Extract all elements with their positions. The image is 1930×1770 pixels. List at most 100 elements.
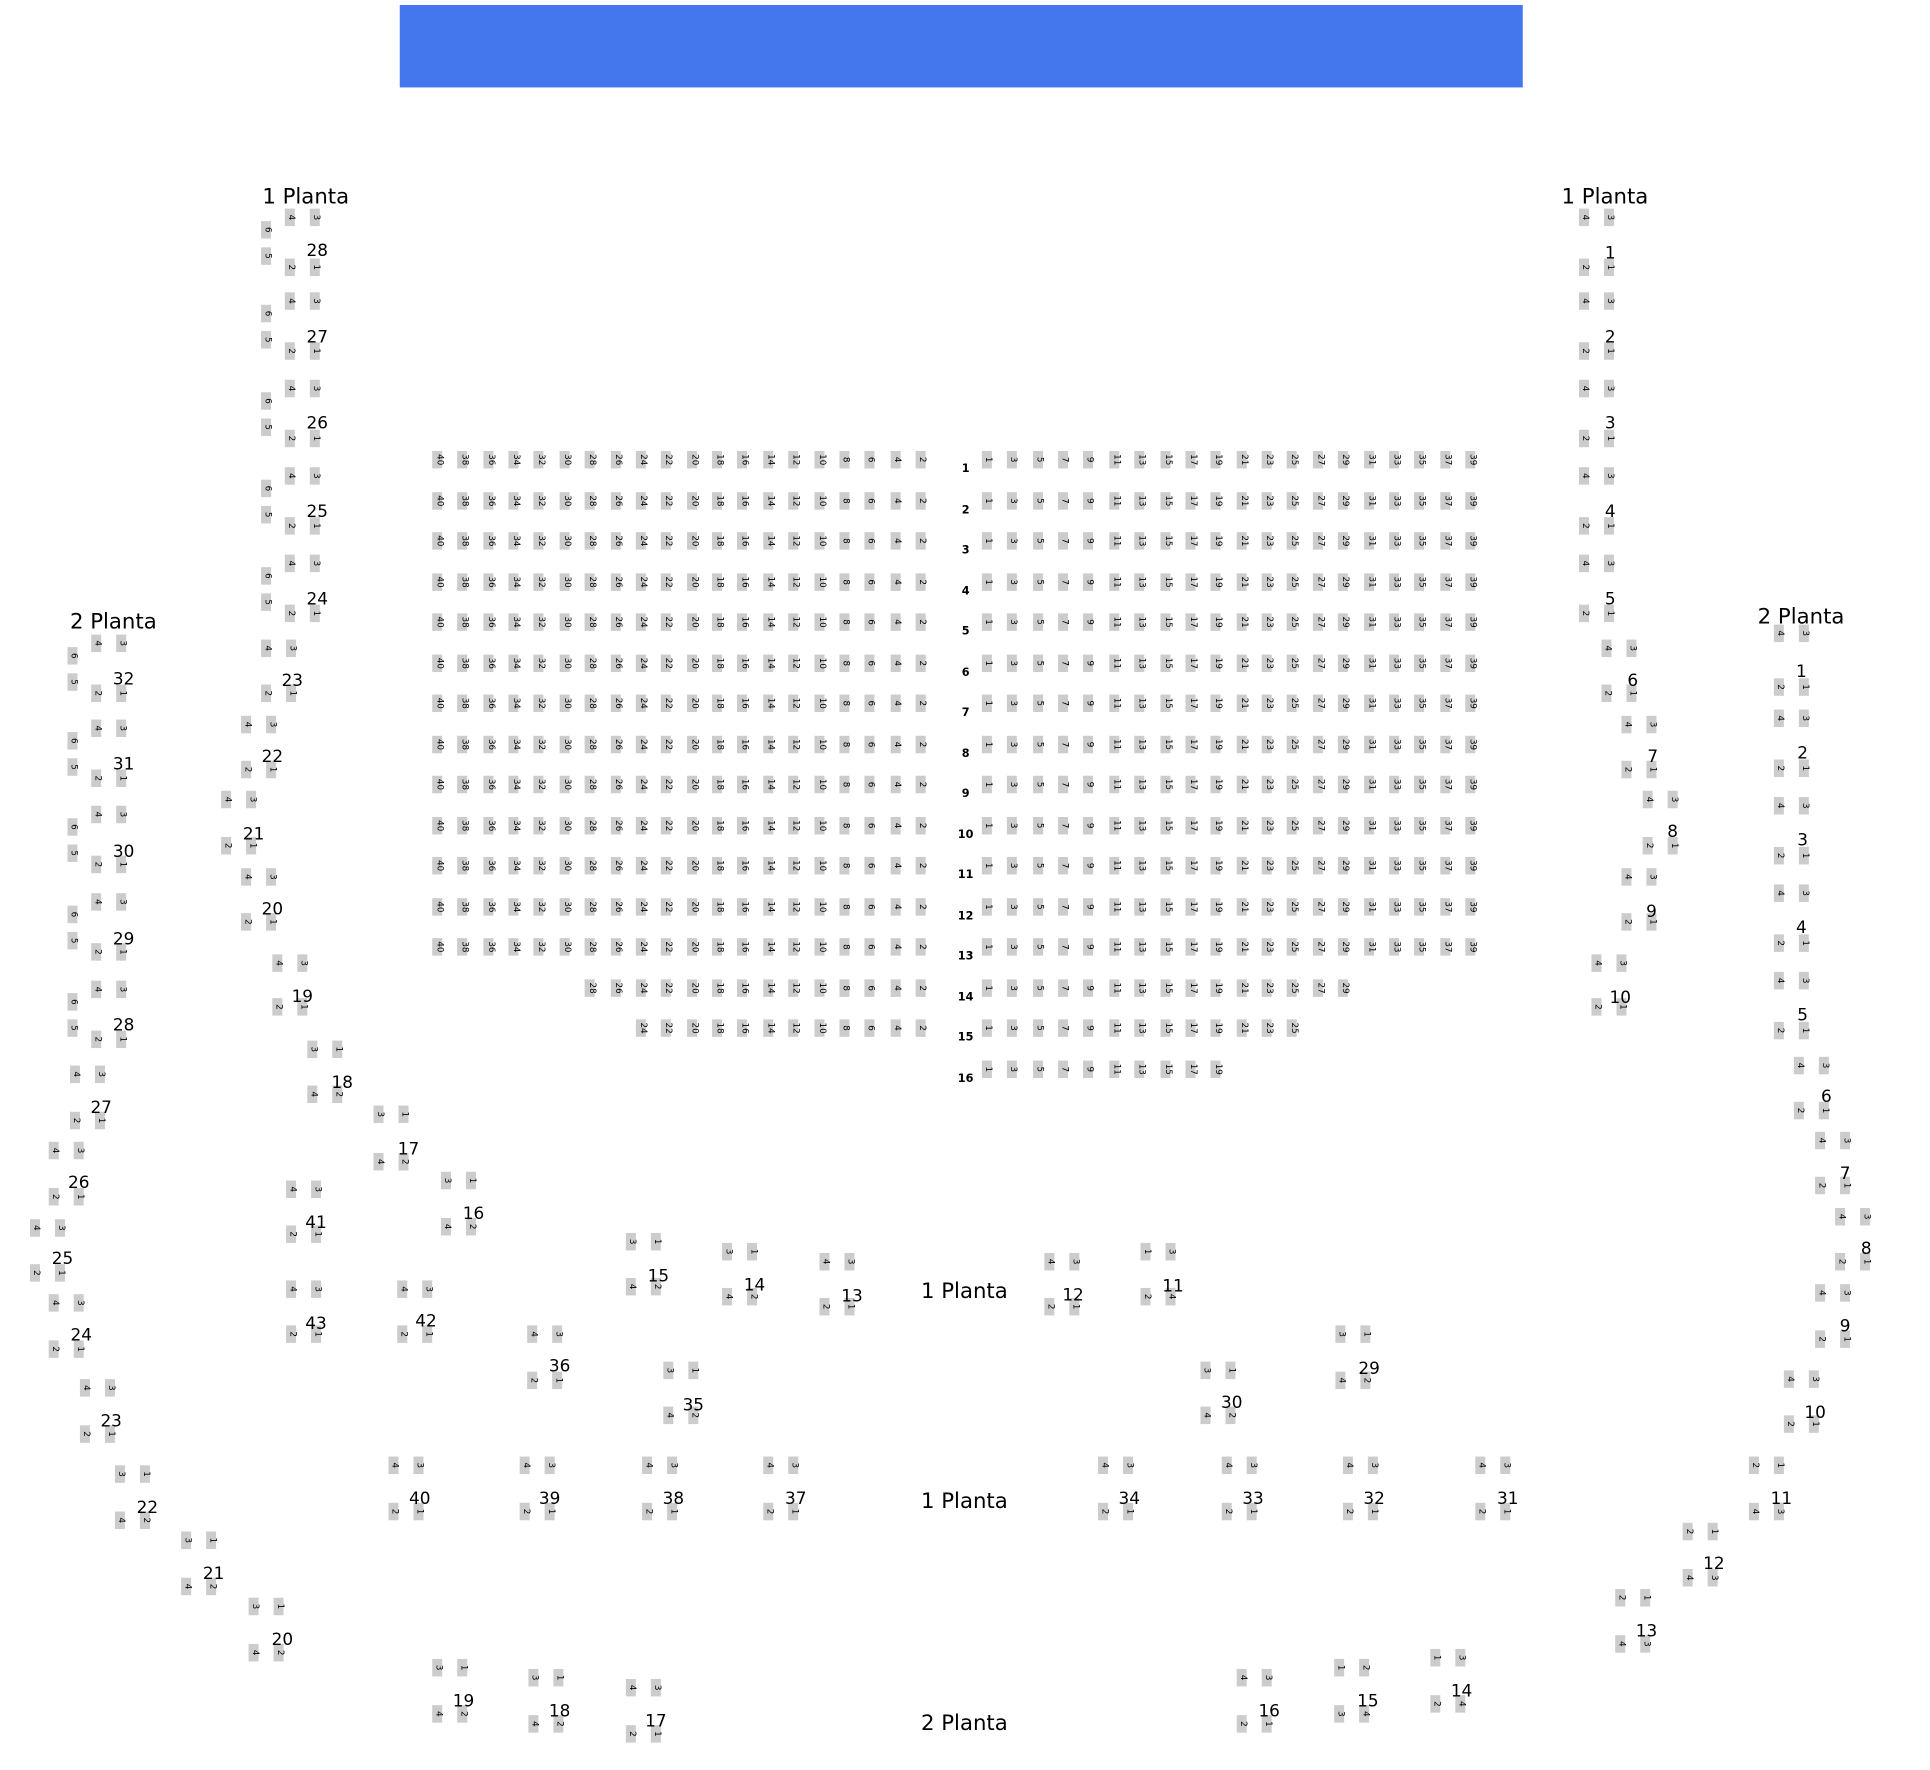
- seat[interactable]: 34: [508, 572, 521, 591]
- seat[interactable]: 13: [1134, 897, 1147, 916]
- seat[interactable]: 26: [610, 572, 623, 591]
- seat[interactable]: 8: [839, 938, 851, 956]
- seat[interactable]: 15: [1159, 572, 1173, 591]
- seat[interactable]: 1: [688, 1361, 700, 1380]
- seat[interactable]: 3: [309, 379, 322, 398]
- seat[interactable]: 4: [890, 978, 902, 997]
- seat[interactable]: 3: [73, 1141, 85, 1160]
- seat[interactable]: 5: [261, 593, 273, 611]
- seat[interactable]: 21: [1236, 491, 1249, 510]
- seat[interactable]: 21: [1236, 897, 1249, 916]
- seat[interactable]: 4: [1578, 208, 1591, 227]
- seat[interactable]: 15: [1159, 613, 1173, 631]
- seat[interactable]: 4: [890, 856, 902, 875]
- seat[interactable]: 3: [1069, 1252, 1081, 1271]
- seat[interactable]: 2: [1578, 342, 1591, 360]
- seat[interactable]: 2: [553, 1715, 565, 1733]
- seat[interactable]: 3: [1798, 971, 1811, 990]
- seat[interactable]: 3: [1455, 1648, 1467, 1667]
- seat[interactable]: 40: [432, 653, 445, 672]
- seat[interactable]: 2: [272, 998, 284, 1016]
- seat[interactable]: 18: [712, 1019, 725, 1037]
- seat[interactable]: 23: [1261, 856, 1275, 875]
- seat[interactable]: 4: [307, 1085, 319, 1104]
- seat[interactable]: 3: [1840, 1131, 1852, 1150]
- seat[interactable]: 1: [553, 1668, 565, 1687]
- seat[interactable]: 23: [1261, 572, 1275, 591]
- seat[interactable]: 13: [1134, 856, 1147, 875]
- seat[interactable]: 33: [1388, 897, 1402, 916]
- seat[interactable]: 9: [1083, 897, 1095, 916]
- seat[interactable]: 17: [1185, 978, 1198, 997]
- seat[interactable]: 4: [284, 208, 297, 227]
- seat[interactable]: 28: [584, 856, 598, 875]
- seat[interactable]: 2: [284, 604, 297, 623]
- seat[interactable]: 2: [1578, 258, 1591, 277]
- seat[interactable]: 15: [1159, 1059, 1173, 1078]
- seat[interactable]: 3: [1123, 1456, 1135, 1475]
- seat[interactable]: 21: [1236, 532, 1249, 550]
- seat[interactable]: 13: [1134, 572, 1147, 591]
- seat[interactable]: 3: [1007, 897, 1019, 916]
- seat[interactable]: 34: [508, 613, 521, 631]
- seat[interactable]: 3: [1007, 491, 1019, 510]
- seat[interactable]: 13: [1134, 491, 1147, 510]
- seat[interactable]: 9: [1083, 613, 1095, 631]
- seat[interactable]: 36: [483, 532, 496, 550]
- seat[interactable]: 6: [67, 905, 79, 924]
- seat[interactable]: 2: [625, 1725, 638, 1743]
- seat[interactable]: 3: [1200, 1361, 1212, 1380]
- seat[interactable]: 19: [1210, 491, 1224, 510]
- seat[interactable]: 12: [788, 816, 801, 834]
- seat[interactable]: 34: [508, 816, 521, 834]
- seat[interactable]: 6: [864, 613, 877, 631]
- seat[interactable]: 4: [1642, 790, 1654, 809]
- seat[interactable]: 7: [1058, 613, 1070, 631]
- seat[interactable]: 2: [1359, 1658, 1371, 1677]
- seat[interactable]: 29: [1338, 532, 1351, 550]
- seat[interactable]: 29: [1338, 491, 1351, 510]
- seat[interactable]: 3: [248, 1597, 260, 1616]
- seat[interactable]: 3: [94, 1065, 107, 1084]
- seat[interactable]: 4: [890, 532, 902, 550]
- seat[interactable]: 11: [1109, 572, 1122, 591]
- seat[interactable]: 19: [1210, 816, 1224, 834]
- seat[interactable]: 20: [686, 694, 700, 713]
- seat[interactable]: 1: [981, 532, 994, 550]
- seat[interactable]: 12: [788, 532, 801, 550]
- seat[interactable]: 40: [432, 856, 445, 875]
- seat[interactable]: 1: [1225, 1361, 1237, 1380]
- seat[interactable]: 30: [559, 572, 572, 591]
- seat[interactable]: 2: [763, 1502, 775, 1521]
- seat[interactable]: 31: [1363, 532, 1376, 550]
- seat[interactable]: 6: [864, 856, 877, 875]
- seat[interactable]: 1: [1140, 1242, 1152, 1261]
- seat[interactable]: 38: [457, 613, 471, 631]
- seat[interactable]: 14: [763, 694, 776, 713]
- seat[interactable]: 1: [981, 1059, 994, 1078]
- seat[interactable]: 12: [788, 694, 801, 713]
- seat[interactable]: 39: [1465, 450, 1478, 469]
- seat[interactable]: 5: [1032, 694, 1044, 713]
- seat[interactable]: 5: [261, 505, 273, 524]
- seat[interactable]: 2: [688, 1406, 700, 1425]
- seat[interactable]: 5: [67, 673, 79, 691]
- seat[interactable]: 10: [813, 491, 827, 510]
- seat[interactable]: 14: [763, 491, 776, 510]
- seat[interactable]: 6: [864, 653, 877, 672]
- seat[interactable]: 12: [788, 856, 801, 875]
- seat[interactable]: 1: [309, 429, 322, 448]
- seat[interactable]: 1: [311, 1225, 323, 1243]
- seat[interactable]: 30: [559, 653, 572, 672]
- seat[interactable]: 39: [1465, 938, 1478, 956]
- seat[interactable]: 23: [1261, 897, 1275, 916]
- seat[interactable]: 27: [1312, 694, 1326, 713]
- seat[interactable]: 25: [1287, 450, 1300, 469]
- seat[interactable]: 13: [1134, 450, 1147, 469]
- seat[interactable]: 8: [839, 450, 851, 469]
- seat[interactable]: 7: [1058, 775, 1070, 794]
- seat[interactable]: 40: [432, 775, 445, 794]
- seat[interactable]: 3: [440, 1171, 453, 1190]
- seat[interactable]: 14: [763, 735, 776, 753]
- seat[interactable]: 1: [981, 1019, 994, 1037]
